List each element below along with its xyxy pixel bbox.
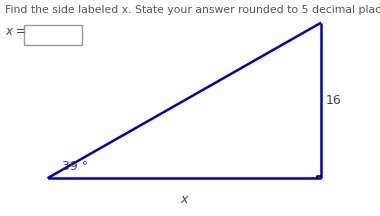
Text: x: x: [180, 193, 188, 206]
Text: 39 °: 39 °: [62, 160, 88, 173]
Text: 16: 16: [326, 94, 342, 107]
Bar: [24, 25, 82, 45]
Text: Find the side labeled x. State your answer rounded to 5 decimal places.: Find the side labeled x. State your answ…: [5, 5, 380, 15]
Text: x =: x =: [5, 25, 25, 38]
